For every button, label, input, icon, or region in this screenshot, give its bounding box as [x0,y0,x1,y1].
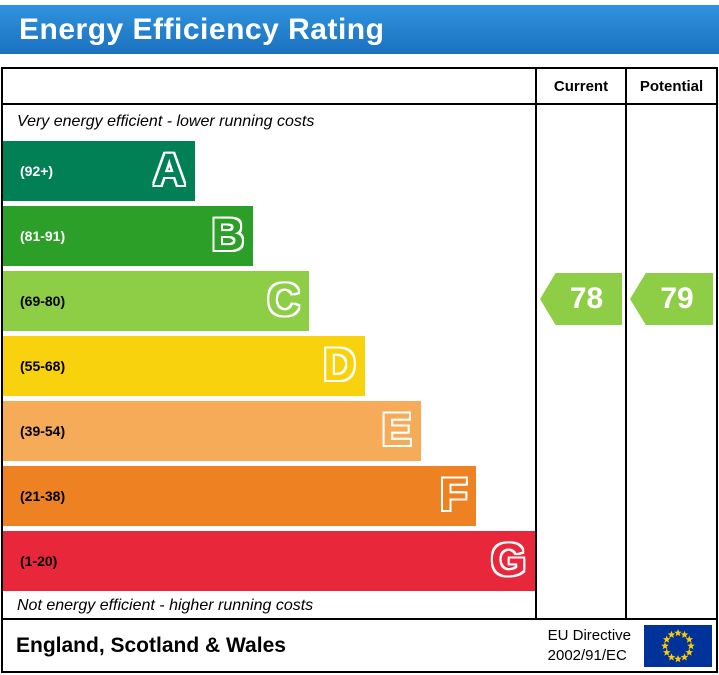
band-range-label: (81-91) [20,227,66,244]
band-list: (92+) A (81-91) B (69-80) C (55-68) D (39-54) E (2… [3,138,535,593]
band-row-d: (55-68) D [3,333,535,398]
potential-column-header: Potential [625,69,716,103]
band-range-label: (92+) [20,162,54,179]
band-bar-a: (92+) A [3,140,195,201]
band-row-e: (39-54) E [3,398,535,463]
bottom-note: Not energy efficient - higher running co… [17,596,314,614]
band-bar-b: (81-91) B [3,205,254,266]
current-rating-value: 78 [569,282,604,315]
band-letter: C [267,273,300,325]
band-row-f: (21-38) F [3,463,535,528]
title-bar: Energy Efficiency Rating [0,5,719,54]
top-note: Very energy efficient - lower running co… [17,112,315,130]
band-row-b: (81-91) B [3,203,535,268]
page-title: Energy Efficiency Rating [19,12,385,46]
band-bar-c: (69-80) C [3,270,309,331]
chart-body: Very energy efficient - lower running co… [3,105,716,618]
band-range-label: (55-68) [20,357,66,374]
energy-efficiency-chart: Current Potential Very energy efficient … [1,67,718,673]
band-letter: D [323,338,356,390]
band-range-label: (69-80) [20,292,66,309]
band-letter: E [381,403,412,455]
band-row-c: (69-80) C [3,268,535,333]
eu-directive-line2: 2002/91/EC [547,646,627,664]
footer-region-label: England, Scotland & Wales [16,633,286,657]
band-bar-f: (21-38) F [3,465,477,526]
potential-column: 79 [625,105,716,618]
band-letter: A [153,143,186,195]
band-bar-e: (39-54) E [3,400,421,461]
potential-rating-value: 79 [660,282,694,315]
band-letter: F [439,468,468,520]
band-range-label: (21-38) [20,487,66,504]
band-bar-d: (55-68) D [3,335,365,396]
current-column-header: Current [535,69,625,103]
band-row-g: (1-20) G [3,528,535,593]
band-bar-g: (1-20) G [3,530,535,591]
eu-directive-line1: EU Directive [547,626,631,644]
current-column: 78 [535,105,625,618]
band-row-a: (92+) A [3,138,535,203]
chart-footer: England, Scotland & Wales EU Directive 2… [3,618,716,671]
eu-directive-text: EU Directive 2002/91/EC [548,626,631,666]
band-range-label: (39-54) [20,422,66,439]
band-letter: G [490,533,526,585]
eu-flag-icon [644,624,712,667]
chart-header-row: Current Potential [3,69,716,105]
bands-column: Very energy efficient - lower running co… [3,105,535,618]
chart-header-spacer [3,69,535,103]
potential-rating-arrow: 79 [630,273,713,325]
current-rating-arrow: 78 [540,273,622,325]
band-letter: B [211,208,245,260]
band-range-label: (1-20) [20,552,58,569]
